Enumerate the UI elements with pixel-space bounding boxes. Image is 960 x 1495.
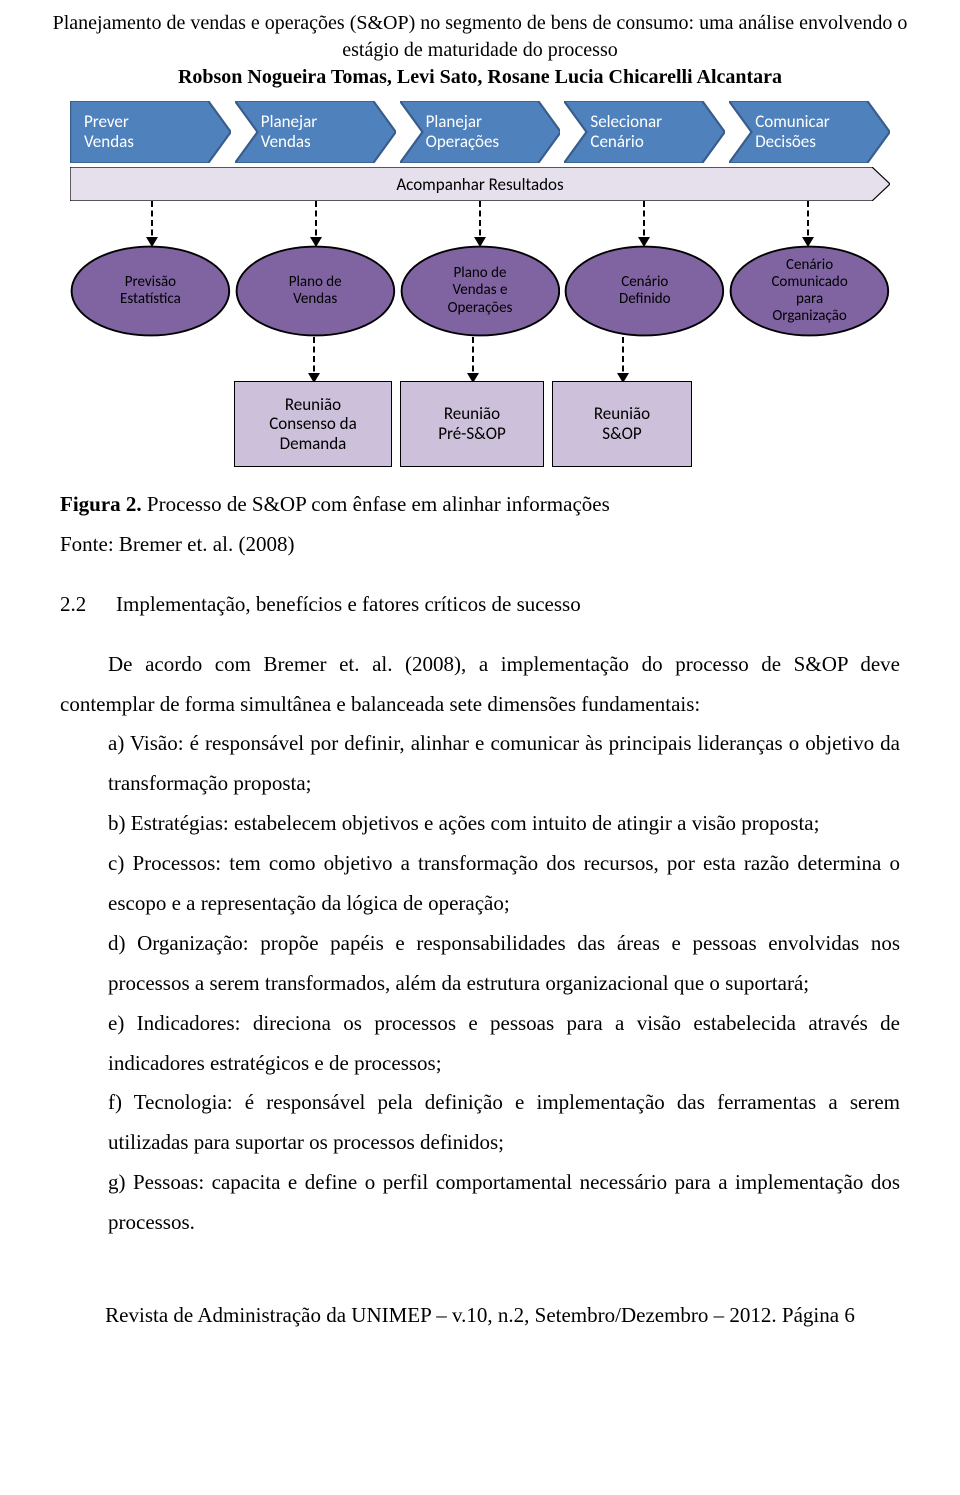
list-item: c) Processos: tem como objetivo a transf… <box>108 844 900 924</box>
connector-arrow <box>313 337 315 381</box>
section-title: Implementação, benefícios e fatores crít… <box>116 592 581 616</box>
connector-arrow <box>562 201 726 245</box>
meeting-label: ReuniãoPré-S&OP <box>438 404 506 443</box>
output-ellipse: PrevisãoEstatística <box>70 245 231 337</box>
output-label: Plano deVendas <box>283 274 348 309</box>
connector-arrow <box>472 337 474 381</box>
meeting-label: ReuniãoS&OP <box>594 404 650 443</box>
process-step-label: ComunicarDecisões <box>743 112 830 151</box>
paper-title-line2: estágio de maturidade do processo <box>16 37 944 64</box>
process-step: PreverVendas <box>70 101 231 163</box>
figure-caption-text: Processo de S&OP com ênfase em alinhar i… <box>142 492 610 516</box>
figure-caption-label: Figura 2. <box>60 492 142 516</box>
connectors-row-1 <box>70 201 890 245</box>
connector-arrow <box>398 201 562 245</box>
track-label: Acompanhar Resultados <box>396 174 563 195</box>
process-steps-row: PreverVendas PlanejarVendas PlanejarOperaç… <box>70 101 890 163</box>
body-text: Figura 2. Processo de S&OP com ênfase em… <box>60 485 900 1243</box>
connector-arrow <box>234 201 398 245</box>
output-label: PrevisãoEstatística <box>114 274 187 309</box>
list-item: d) Organização: propõe papéis e responsa… <box>108 924 900 1004</box>
list-item: b) Estratégias: estabelecem objetivos e … <box>108 804 900 844</box>
meetings-row: ReuniãoConsenso daDemanda ReuniãoPré-S&OP… <box>70 381 890 467</box>
process-step-label: PreverVendas <box>84 112 134 151</box>
output-ellipse: Plano deVendas <box>235 245 396 337</box>
output-label: Plano deVendas eOperações <box>442 265 519 317</box>
running-header: Planejamento de vendas e operações (S&OP… <box>16 10 944 91</box>
output-ellipse: Plano deVendas eOperações <box>400 245 561 337</box>
paper-title-line1: Planejamento de vendas e operações (S&OP… <box>16 10 944 37</box>
section-number: 2.2 <box>60 585 116 625</box>
track-row: Acompanhar Resultados <box>70 167 890 201</box>
output-label: CenárioDefinido <box>613 274 677 309</box>
process-step: PlanejarVendas <box>235 101 396 163</box>
connectors-row-2 <box>70 337 890 381</box>
intro-paragraph: De acordo com Bremer et. al. (2008), a i… <box>60 645 900 725</box>
connector-arrow <box>70 201 234 245</box>
list-item: e) Indicadores: direciona os processos e… <box>108 1004 900 1084</box>
figure-source: Fonte: Bremer et. al. (2008) <box>60 525 900 565</box>
meeting-label: ReuniãoConsenso daDemanda <box>269 395 357 454</box>
dimensions-list: a) Visão: é responsável por definir, ali… <box>60 724 900 1243</box>
figure-caption: Figura 2. Processo de S&OP com ênfase em… <box>60 485 900 525</box>
process-step: SelecionarCenário <box>564 101 725 163</box>
figure-source-text: Bremer et. al. (2008) <box>114 532 295 556</box>
list-item: g) Pessoas: capacita e define o perfil c… <box>108 1163 900 1243</box>
track-box: Acompanhar Resultados <box>70 167 890 201</box>
process-step-label: PlanejarVendas <box>249 112 317 151</box>
page-footer: Revista de Administração da UNIMEP – v.1… <box>60 1303 900 1328</box>
connector-arrow <box>622 337 624 381</box>
outputs-row: PrevisãoEstatística Plano deVendas Plano d… <box>70 245 890 337</box>
connector-arrow <box>726 201 890 245</box>
section-heading: 2.2Implementação, benefícios e fatores c… <box>60 585 900 625</box>
meeting-box: ReuniãoS&OP <box>552 381 692 467</box>
list-item: a) Visão: é responsável por definir, ali… <box>108 724 900 804</box>
output-label: CenárioComunicadoparaOrganização <box>765 257 853 326</box>
process-step-label: PlanejarOperações <box>414 112 500 151</box>
output-ellipse: CenárioDefinido <box>564 245 725 337</box>
process-step-label: SelecionarCenário <box>578 112 662 151</box>
output-ellipse: CenárioComunicadoparaOrganização <box>729 245 890 337</box>
list-item: f) Tecnologia: é responsável pela defini… <box>108 1083 900 1163</box>
process-step: ComunicarDecisões <box>729 101 890 163</box>
sop-process-diagram: PreverVendas PlanejarVendas PlanejarOperaç… <box>70 101 890 467</box>
meeting-box: ReuniãoPré-S&OP <box>400 381 544 467</box>
figure-source-label: Fonte: <box>60 532 114 556</box>
meeting-box: ReuniãoConsenso daDemanda <box>234 381 392 467</box>
paper-authors: Robson Nogueira Tomas, Levi Sato, Rosane… <box>16 64 944 91</box>
process-step: PlanejarOperações <box>400 101 561 163</box>
